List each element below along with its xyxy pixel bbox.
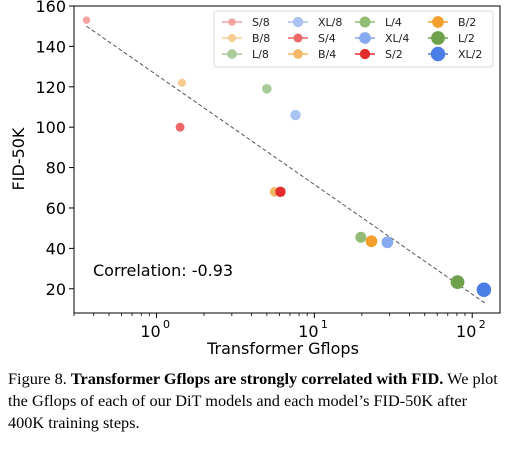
data-point-s-4 [175,122,185,132]
data-point-xl-4 [381,236,394,249]
legend-label-b-8: B/8 [252,32,270,45]
legend-marker-l-4 [359,16,371,28]
legend-label-xl-4: XL/4 [385,32,409,45]
caption-title: Transformer Gflops are strongly correlat… [70,369,444,388]
x-axis-label: Transformer Gflops [206,339,359,358]
y-tick-label: 60 [46,199,66,218]
legend-label-b-2: B/2 [458,16,476,29]
legend-marker-s-2 [359,48,371,60]
legend-frame [213,10,494,68]
plot-frame [73,5,501,314]
x-tick-exponent: 1 [321,318,328,331]
x-tick-exponent: 2 [479,318,486,331]
legend-marker-xl-4 [359,32,371,44]
caption-label: Figure 8. [8,369,67,388]
trend-line-layer [86,25,485,304]
caption-body: We plot the Gflops of each of our DiT mo… [8,369,498,432]
trend-line [86,25,485,304]
data-point-l-8 [262,83,272,94]
legend-marker-xl-8 [292,16,304,28]
legend-label-s-4: S/4 [318,32,336,45]
data-point-xl-8 [290,109,301,121]
y-axis-label: FID-50K [9,127,28,190]
x-tick-label: 10 [140,322,160,341]
legend-marker-l-2 [431,31,445,45]
legend-marker-b-8 [227,33,237,43]
legend-marker-s-8 [228,18,236,26]
legend-label-l-2: L/2 [458,32,475,45]
legend-marker-s-4 [293,33,303,43]
legend-marker-l-8 [227,49,237,59]
correlation-annotation: Correlation: -0.93 [93,261,233,280]
data-point-b-8 [177,78,187,87]
legend: S/8 B/8 L/8 XL/8 S/4 B/4 L/4 XL/4 S/2 B/2 L/2 XL/2 [213,10,494,68]
data-point-l-2 [450,275,465,289]
data-point-s-2 [275,186,286,197]
y-tick-label: 100 [35,118,66,137]
y-tick-label: 80 [46,159,66,178]
data-point-xl-2 [476,282,492,298]
legend-marker-b-2 [432,16,444,28]
data-points-layer [82,16,492,298]
legend-label-s-2: S/2 [385,48,403,61]
y-tick-label: 20 [46,280,66,299]
legend-label-s-8: S/8 [252,16,270,29]
y-tick-label: 120 [35,78,66,97]
x-tick-label: 10 [298,322,318,341]
x-tick-label: 10 [456,322,476,341]
figure-caption: Figure 8. Transformer Gflops are strongl… [8,368,506,434]
legend-label-xl-2: XL/2 [458,48,482,61]
data-point-l-4 [355,231,367,243]
legend-label-b-4: B/4 [318,48,336,61]
data-point-b-2 [365,235,378,248]
y-tick-label: 40 [46,239,66,258]
legend-label-l-4: L/4 [385,16,402,29]
legend-marker-b-4 [293,49,303,59]
legend-label-l-8: L/8 [252,48,269,61]
legend-label-xl-8: XL/8 [318,16,342,29]
data-point-s-8 [82,16,91,24]
y-tick-label: 160 [35,0,66,16]
legend-marker-xl-2 [430,46,446,62]
y-tick-label: 140 [35,37,66,56]
x-tick-exponent: 0 [163,318,170,331]
